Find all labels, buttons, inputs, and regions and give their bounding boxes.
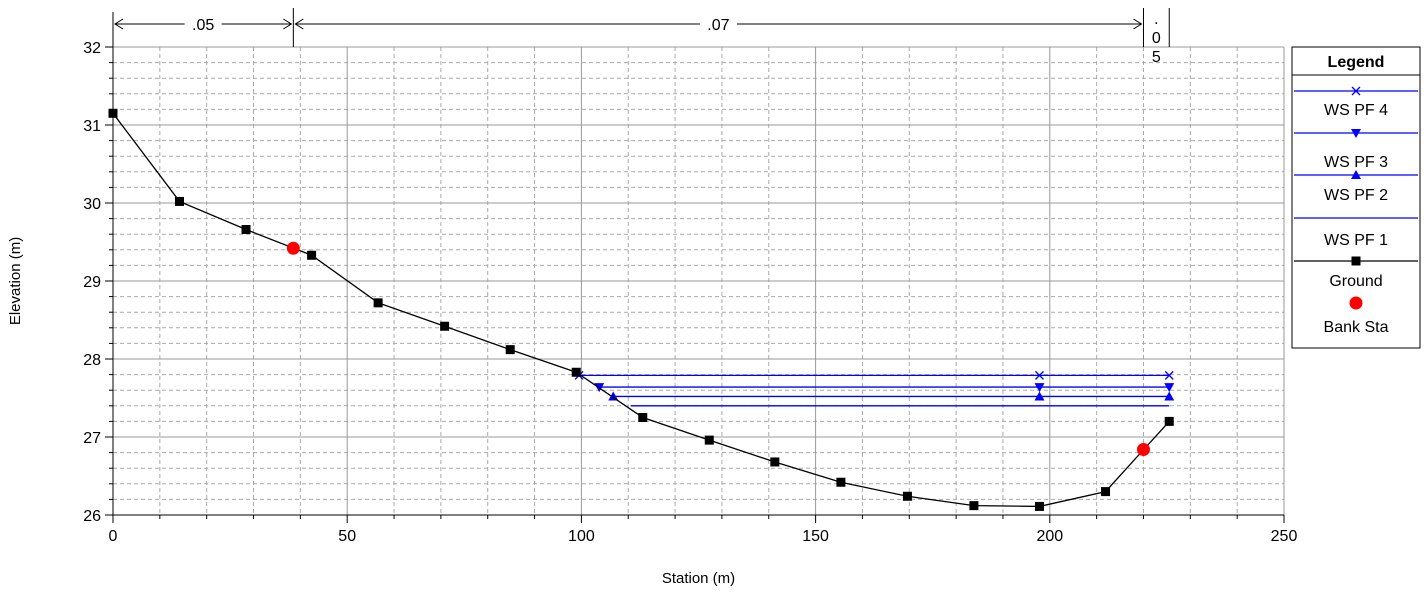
legend-swatch-marker [1351,86,1361,96]
data-point [1101,487,1111,497]
data-point [1035,370,1044,380]
y-tick-label: 26 [83,508,101,525]
data-point [175,196,185,206]
y-tick-label: 27 [83,430,101,447]
n-value-arrowhead [114,18,124,30]
x-tick-label: 0 [109,528,118,545]
n-value-label-char: . [1154,11,1158,28]
data-point [902,491,912,501]
data-point [969,501,979,511]
legend-swatch-marker [1349,296,1363,310]
y-tick-label: 32 [83,40,101,57]
data-point [286,241,300,255]
series-ws-pf-3 [594,383,1175,393]
n-value-label: .07 [707,17,729,34]
data-point [1034,501,1044,511]
series-ws-pf-2 [608,391,1175,401]
data-point [505,345,515,355]
data-point [1164,370,1174,380]
x-tick-label: 200 [1036,528,1063,545]
data-point [836,477,846,487]
y-tick-label: 29 [83,274,101,291]
manning-n-values: .05.07.05 [114,8,1170,66]
legend-entry: Ground [1294,256,1418,290]
legend-entry: Bank Sta [1324,296,1389,336]
data-point [241,225,251,235]
data-point [440,321,450,331]
grid [112,46,1285,516]
y-tick-label: 28 [83,352,101,369]
data-point [1136,442,1150,456]
legend-swatch-marker [1351,129,1361,138]
x-tick-label: 50 [338,528,356,545]
y-tick-label: 30 [83,196,101,213]
series-bank-sta [286,241,1150,456]
n-value-label: .05 [192,17,214,34]
data-point [1164,416,1174,426]
x-tick-label: 150 [802,528,829,545]
data-point [1034,383,1045,393]
legend-label: WS PF 2 [1324,187,1388,204]
legend-entry: WS PF 4 [1294,86,1418,119]
y-axis-title: Elevation (m) [7,237,24,325]
legend-swatch-marker [1351,256,1361,266]
legend-label: Bank Sta [1324,319,1389,336]
legend-label: WS PF 4 [1324,102,1388,119]
n-value-arrowhead [1133,18,1143,30]
y-tick-label: 31 [83,118,101,135]
data-point [1164,383,1175,393]
legend-label: WS PF 3 [1324,154,1388,171]
legend-entry: WS PF 2 [1294,170,1418,204]
data-point [638,413,648,422]
data-point [770,457,780,467]
x-tick-label: 100 [568,528,595,545]
data-point [608,391,619,401]
legend-label: WS PF 1 [1324,232,1388,249]
legend-label: Ground [1329,273,1382,290]
data-point [704,435,714,445]
legend-swatch-marker [1351,170,1361,179]
data-point [1034,391,1045,401]
n-value-arrowhead [294,18,304,30]
data-point [1164,391,1175,401]
n-value-arrowhead [283,18,293,30]
series-ws-pf-4 [574,370,1174,380]
series-layer [108,108,1175,511]
x-axis-title: Station (m) [662,570,735,587]
n-value-label-char: 5 [1152,49,1161,66]
data-point [373,298,383,308]
legend-title: Legend [1328,54,1385,71]
legend-entry: WS PF 3 [1294,129,1418,171]
series-ground [108,108,1174,511]
legend-entry: WS PF 1 [1294,217,1418,249]
data-point [571,367,581,377]
x-tick-label: 250 [1271,528,1298,545]
data-point [307,250,317,260]
legend: Legend WS PF 4 WS PF 3 WS PF 2 WS PF 1 Ground… [1291,46,1421,349]
n-value-label-char: 0 [1152,30,1161,47]
